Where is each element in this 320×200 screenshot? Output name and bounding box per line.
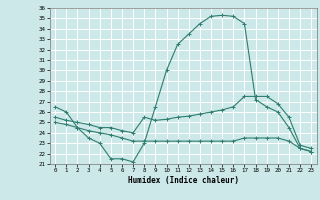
- X-axis label: Humidex (Indice chaleur): Humidex (Indice chaleur): [128, 176, 239, 185]
